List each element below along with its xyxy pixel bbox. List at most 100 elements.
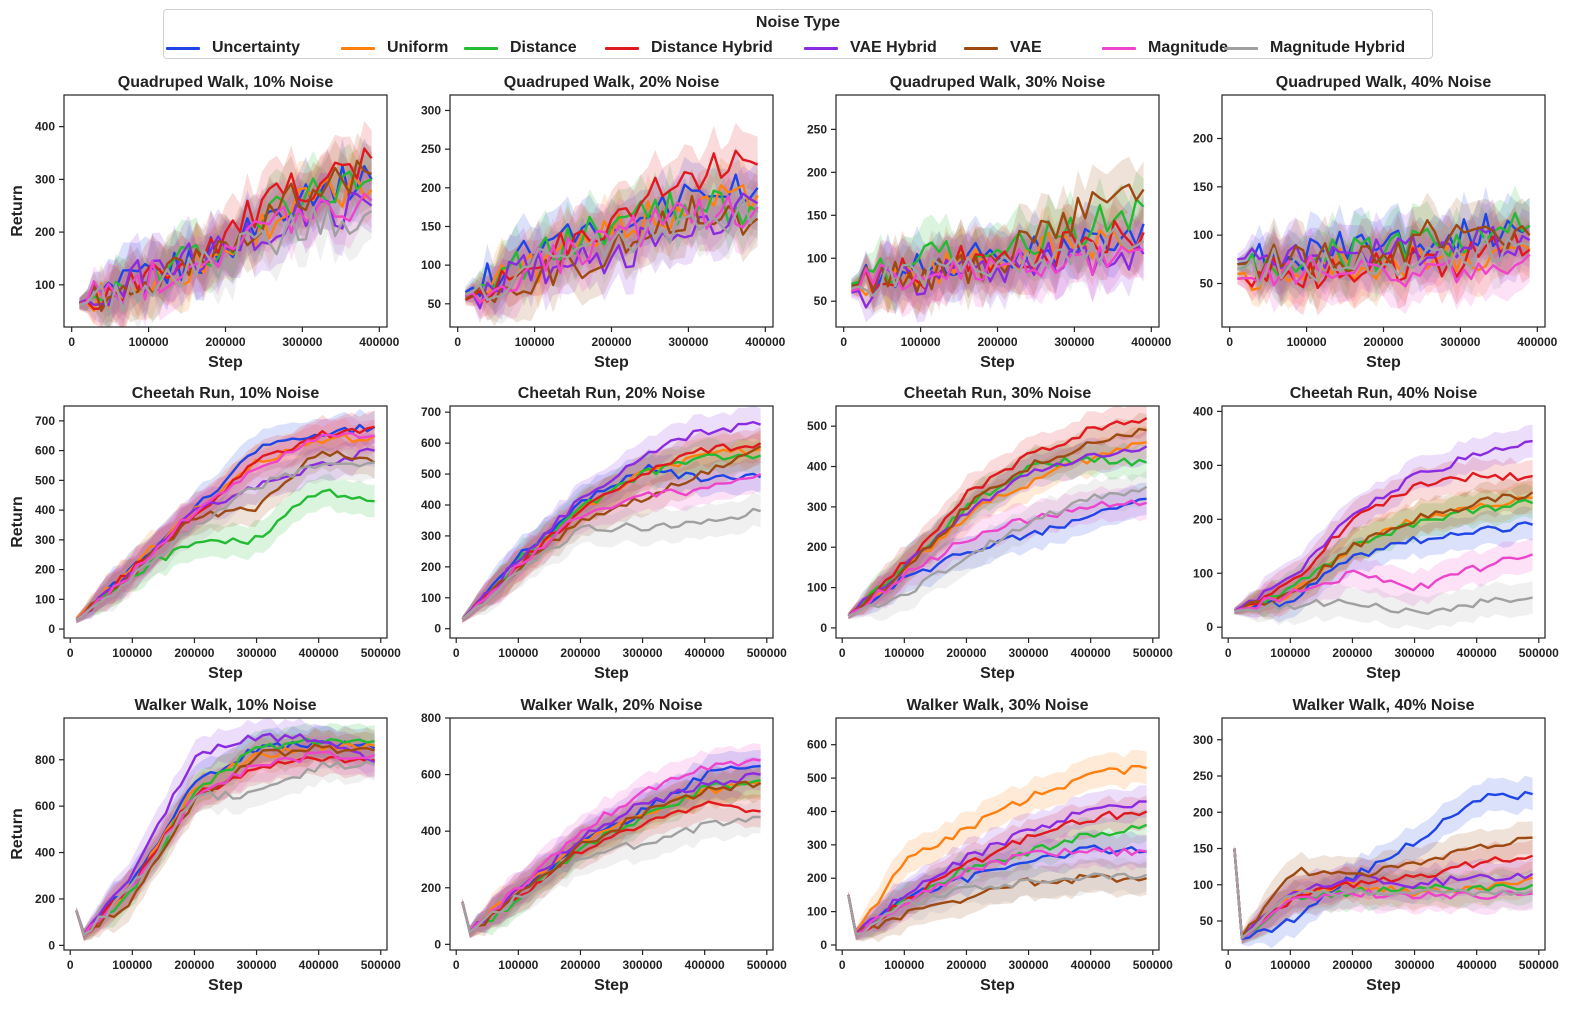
y-tick-label: 0 bbox=[434, 622, 441, 636]
band-magnitude bbox=[76, 735, 375, 941]
series-lines bbox=[78, 147, 373, 317]
y-tick-label: 500 bbox=[421, 467, 441, 481]
y-tick-label: 800 bbox=[35, 753, 55, 767]
band-vae-hybrid bbox=[462, 406, 761, 623]
y-tick-label: 100 bbox=[807, 251, 827, 265]
band-uniform bbox=[848, 426, 1147, 620]
chart-panel-11: Walker Walk, 30% Noise 0 100000 200000 30000… bbox=[807, 697, 1173, 994]
line-magnitude-hybrid bbox=[75, 461, 375, 622]
y-tick-label: 0 bbox=[1206, 620, 1213, 634]
x-tick-label: 0 bbox=[1225, 958, 1232, 972]
x-tick-label: 500000 bbox=[361, 646, 401, 660]
y-tick-label: 50 bbox=[1200, 277, 1214, 291]
x-axis-label: Step bbox=[980, 977, 1015, 994]
y-tick-label: 0 bbox=[434, 937, 441, 951]
line-magnitude-hybrid bbox=[461, 507, 761, 621]
line-magnitude-hybrid bbox=[75, 760, 376, 937]
legend-label: Uniform bbox=[387, 39, 449, 56]
y-tick-label: 300 bbox=[35, 533, 55, 547]
y-tick-label: 500 bbox=[807, 771, 827, 785]
plot-frame bbox=[449, 405, 774, 639]
band-vae-hybrid bbox=[76, 718, 375, 941]
x-axis-label: Step bbox=[208, 977, 243, 994]
x-tick-label: 500000 bbox=[361, 958, 401, 972]
y-tick-label: 400 bbox=[35, 120, 55, 134]
series-lines bbox=[461, 758, 762, 934]
legend-swatch bbox=[1102, 46, 1136, 50]
legend-label: Magnitude Hybrid bbox=[1270, 39, 1406, 56]
line-magnitude bbox=[461, 473, 762, 621]
plot-frame bbox=[1221, 717, 1546, 951]
legend-item-magnitude-hybrid: Magnitude Hybrid bbox=[1224, 39, 1405, 57]
y-tick-label: 200 bbox=[421, 560, 441, 574]
x-tick-label: 100000 bbox=[498, 646, 538, 660]
x-tick-label: 300000 bbox=[1395, 646, 1435, 660]
y-tick-label: 50 bbox=[814, 294, 828, 308]
line-magnitude-hybrid bbox=[1237, 236, 1530, 287]
y-tick-label: 100 bbox=[35, 278, 55, 292]
chart-panel-7: Cheetah Run, 30% Noise 0 100000 200000 30000… bbox=[807, 385, 1173, 682]
y-tick-label: 50 bbox=[428, 297, 442, 311]
y-tick-label: 200 bbox=[1193, 132, 1213, 146]
chart-title: Cheetah Run, 30% Noise bbox=[904, 385, 1092, 402]
x-tick-label: 0 bbox=[453, 958, 460, 972]
line-magnitude bbox=[847, 499, 1147, 617]
band-distance bbox=[76, 473, 375, 624]
series-lines bbox=[1233, 790, 1534, 940]
y-tick-label: 300 bbox=[807, 838, 827, 852]
y-tick-label: 700 bbox=[421, 405, 441, 419]
plot-area bbox=[1237, 185, 1531, 316]
series-lines bbox=[75, 423, 376, 622]
y-tick-label: 400 bbox=[1193, 404, 1213, 418]
legend-label: Distance Hybrid bbox=[651, 39, 773, 56]
chart-panel-3: Quadruped Walk, 30% Noise 0 100000 200000 30… bbox=[807, 74, 1172, 371]
x-tick-label: 400000 bbox=[1457, 646, 1497, 660]
y-axis-label: Return bbox=[9, 808, 26, 860]
x-tick-label: 200000 bbox=[946, 958, 986, 972]
plot-area bbox=[847, 406, 1148, 621]
y-tick-label: 250 bbox=[807, 122, 827, 136]
x-tick-label: 100000 bbox=[1270, 646, 1310, 660]
line-magnitude bbox=[851, 245, 1144, 293]
y-tick-label: 300 bbox=[807, 500, 827, 514]
y-tick-label: 100 bbox=[421, 258, 441, 272]
y-tick-label: 300 bbox=[421, 529, 441, 543]
legend-item-magnitude: Magnitude bbox=[1102, 39, 1228, 57]
x-tick-label: 200000 bbox=[977, 335, 1017, 349]
x-tick-label: 400000 bbox=[1071, 958, 1111, 972]
band-magnitude bbox=[848, 484, 1147, 620]
band-vae bbox=[462, 430, 761, 623]
y-tick-label: 500 bbox=[807, 419, 827, 433]
y-tick-label: 100 bbox=[1193, 878, 1213, 892]
line-magnitude bbox=[461, 758, 761, 934]
line-magnitude bbox=[75, 432, 375, 622]
line-distance-hybrid bbox=[847, 417, 1148, 617]
x-tick-label: 500000 bbox=[747, 958, 787, 972]
x-tick-label: 100000 bbox=[112, 958, 152, 972]
series-lines bbox=[847, 765, 1148, 936]
x-tick-label: 200000 bbox=[174, 958, 214, 972]
band-uncertainty bbox=[1234, 775, 1533, 949]
y-tick-label: 600 bbox=[35, 444, 55, 458]
x-axis-label: Step bbox=[980, 665, 1015, 682]
x-axis-label: Step bbox=[594, 354, 629, 371]
y-tick-label: 0 bbox=[48, 622, 55, 636]
x-tick-label: 100000 bbox=[129, 335, 169, 349]
y-tick-label: 600 bbox=[421, 436, 441, 450]
x-tick-label: 200000 bbox=[591, 335, 631, 349]
line-uniform bbox=[75, 433, 376, 620]
plot-frame bbox=[63, 405, 388, 639]
x-tick-label: 500000 bbox=[1519, 646, 1559, 660]
y-tick-label: 100 bbox=[421, 591, 441, 605]
band-distance bbox=[848, 439, 1147, 620]
band-magnitude bbox=[848, 831, 1147, 941]
legend-swatch bbox=[804, 46, 838, 50]
y-tick-label: 500 bbox=[35, 473, 55, 487]
legend-label: VAE bbox=[1010, 39, 1042, 56]
x-tick-label: 300000 bbox=[282, 335, 322, 349]
y-tick-label: 400 bbox=[35, 503, 55, 517]
y-tick-label: 150 bbox=[1193, 180, 1213, 194]
line-vae bbox=[847, 427, 1147, 617]
band-vae-hybrid bbox=[848, 430, 1147, 620]
